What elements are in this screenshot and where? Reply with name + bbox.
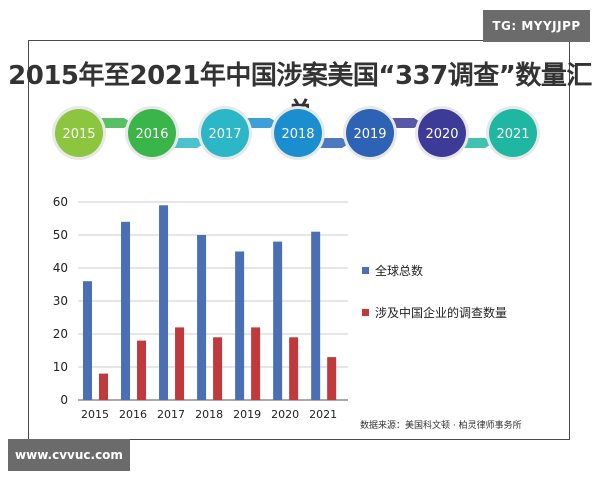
y-tick-label-10: 10	[53, 360, 68, 374]
timeline-circle-2016	[128, 109, 176, 157]
data-source-note: 数据来源：美国科文顿 · 柏灵律师事务所	[360, 421, 522, 431]
tg-watermark: TG: MYYJJPP	[483, 10, 590, 42]
timeline-node-2020: 2020	[415, 106, 469, 160]
timeline-connector-2020	[462, 138, 493, 148]
x-tick-label-2015: 2015	[81, 408, 109, 421]
timeline-node-2016: 2016	[125, 106, 179, 160]
y-tick-label-30: 30	[53, 294, 68, 308]
x-tick-label-2017: 2017	[157, 408, 185, 421]
bar-global-2016	[121, 221, 131, 400]
timeline-circle-2021	[489, 109, 537, 157]
bar-china-2015	[99, 373, 108, 400]
timeline-node-2017: 2017	[198, 106, 252, 160]
timeline-year-2017: 2017	[208, 127, 241, 142]
bar-china-2017	[175, 327, 185, 400]
legend-label-china: 涉及中国企业的调查数量	[375, 306, 508, 320]
timeline-circle-2019	[346, 109, 394, 157]
timeline-node-2015: 2015	[52, 106, 106, 160]
timeline-year-2016: 2016	[135, 127, 168, 142]
timeline-node-2019: 2019	[343, 106, 397, 160]
timeline-year-2015: 2015	[62, 127, 95, 142]
timeline-connector-2016	[172, 138, 205, 148]
legend-swatch-china	[362, 309, 369, 316]
bar-global-2015	[83, 281, 92, 400]
bar-global-2021	[311, 231, 321, 400]
site-watermark: www.cvvuc.com	[8, 439, 130, 471]
timeline-node-2018: 2018	[271, 106, 325, 160]
timeline-connector-2017	[245, 118, 278, 128]
y-tick-label-60: 60	[53, 195, 68, 209]
y-tick-label-50: 50	[53, 228, 68, 242]
x-tick-label-2018: 2018	[195, 408, 223, 421]
y-tick-label-20: 20	[53, 327, 68, 341]
bar-global-2020	[273, 241, 283, 400]
timeline-connector-2018	[318, 138, 350, 148]
bar-china-2021	[327, 357, 337, 400]
timeline-year-2020: 2020	[425, 127, 458, 142]
timeline-node-2021: 2021	[486, 106, 540, 160]
timeline-circle-2015	[55, 109, 103, 157]
bar-china-2018	[213, 337, 223, 400]
timeline-circle-2020	[418, 109, 466, 157]
y-tick-label-40: 40	[53, 261, 68, 275]
legend-label-global: 全球总数	[375, 264, 424, 278]
timeline-connector-2019	[390, 118, 422, 128]
x-tick-label-2020: 2020	[271, 408, 299, 421]
y-tick-label-0: 0	[60, 393, 68, 407]
timeline-year-2021: 2021	[496, 127, 529, 142]
bar-global-2018	[197, 235, 207, 400]
bar-china-2020	[289, 337, 299, 400]
timeline-connector-2015	[99, 118, 132, 128]
x-tick-label-2019: 2019	[233, 408, 261, 421]
timeline-circle-2018	[274, 109, 322, 157]
timeline-year-2018: 2018	[281, 127, 314, 142]
bar-global-2019	[235, 251, 245, 400]
x-tick-label-2021: 2021	[309, 408, 337, 421]
legend-item-global: 全球总数	[362, 262, 423, 279]
legend-swatch-global	[362, 267, 369, 274]
bar-china-2019	[251, 327, 261, 400]
x-tick-label-2016: 2016	[119, 408, 147, 421]
timeline-year-2019: 2019	[353, 127, 386, 142]
bar-global-2017	[159, 205, 169, 400]
timeline-circle-2017	[201, 109, 249, 157]
legend-item-china: 涉及中国企业的调查数量	[362, 304, 507, 321]
bar-china-2016	[137, 340, 147, 400]
